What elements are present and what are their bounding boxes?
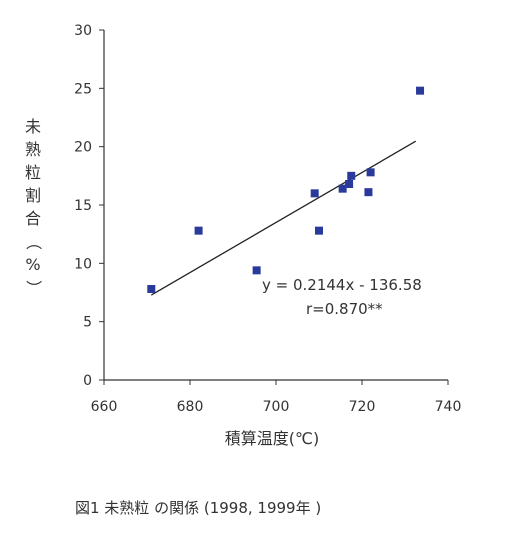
x-tick-label: 680 <box>177 399 204 415</box>
data-point <box>347 171 356 180</box>
y-tick-label: 25 <box>74 81 92 97</box>
y-axis-title-char: % <box>25 255 40 274</box>
data-point <box>252 266 261 275</box>
x-tick-label: 740 <box>435 399 462 415</box>
y-axis-title-char: （ <box>24 234 43 250</box>
y-tick-label: 15 <box>74 198 92 214</box>
y-tick-label: 0 <box>83 373 92 389</box>
figure-caption: 図1 未熟粒 の関係 (1998, 1999年 ) <box>75 499 321 517</box>
x-tick-label: 720 <box>349 399 376 415</box>
y-axis-title-char: ） <box>24 280 43 296</box>
y-tick-label: 5 <box>83 315 92 331</box>
data-point <box>366 168 375 177</box>
correlation-coefficient: r=0.870** <box>306 300 383 318</box>
data-point <box>310 189 319 198</box>
y-tick-label: 10 <box>74 256 92 272</box>
data-point <box>345 180 354 188</box>
data-point <box>194 226 203 235</box>
y-axis-title-char: 未 <box>25 117 41 136</box>
y-tick-label: 30 <box>74 23 92 39</box>
regression-equation: y = 0.2144x - 136.58 <box>262 276 422 294</box>
y-axis-title-char: 熟 <box>25 140 41 159</box>
data-point <box>315 226 323 235</box>
y-tick-label: 20 <box>74 140 92 156</box>
y-axis-title-char: 割 <box>25 186 41 205</box>
data-point <box>338 184 347 193</box>
y-axis-title-char: 合 <box>25 209 41 228</box>
data-point <box>364 188 373 197</box>
x-axis-ticks: 660 680 700 720 740 <box>91 380 462 415</box>
x-tick-label: 660 <box>91 399 118 415</box>
data-point <box>147 285 156 293</box>
chart-axes <box>103 30 448 381</box>
y-axis-title-char: 粒 <box>25 163 41 182</box>
x-axis-title: 積算温度(℃) <box>225 429 319 448</box>
data-point <box>416 86 425 95</box>
regression-line <box>150 140 417 296</box>
regression-line-group <box>150 140 417 296</box>
y-axis-ticks: 0 5 10 15 20 25 30 <box>74 23 104 389</box>
x-tick-label: 700 <box>263 399 290 415</box>
data-points <box>147 86 425 293</box>
